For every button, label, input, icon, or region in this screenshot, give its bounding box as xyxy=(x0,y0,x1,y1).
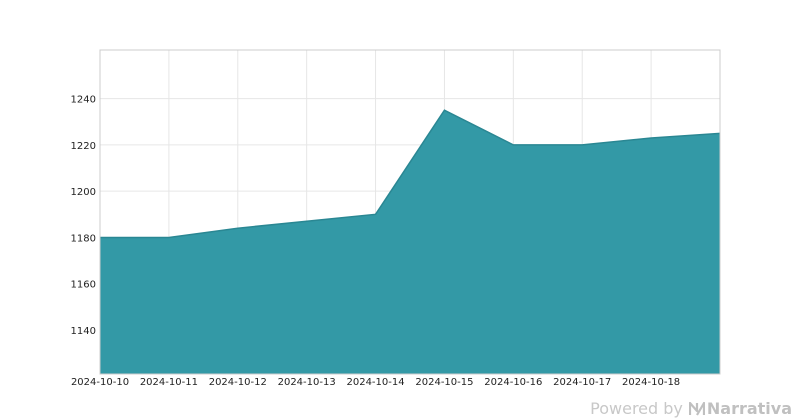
x-tick-label: 2024-10-13 xyxy=(278,377,336,388)
y-tick-label: 1160 xyxy=(71,280,96,291)
y-tick-label: 1180 xyxy=(71,233,96,244)
x-tick-label: 2024-10-10 xyxy=(71,377,129,388)
narrativa-logo-icon xyxy=(688,401,705,416)
y-axis: 1140 1160 1180 1200 1220 1240 xyxy=(71,95,96,337)
y-tick-label: 1240 xyxy=(71,95,96,106)
x-tick-label: 2024-10-18 xyxy=(622,377,680,388)
x-tick-label: 2024-10-12 xyxy=(209,377,267,388)
x-tick-label: 2024-10-17 xyxy=(553,377,611,388)
x-tick-label: 2024-10-16 xyxy=(484,377,542,388)
x-tick-label: 2024-10-11 xyxy=(140,377,198,388)
footer: Powered by Narrativa xyxy=(590,399,792,418)
area-line xyxy=(100,109,721,239)
x-tick-label: 2024-10-14 xyxy=(346,377,404,388)
y-tick-label: 1140 xyxy=(71,326,96,337)
brand: Narrativa xyxy=(688,399,792,418)
x-axis: 2024-10-10 2024-10-11 2024-10-12 2024-10-13… xyxy=(71,377,680,388)
area-fill xyxy=(100,110,720,375)
powered-by-text: Powered by xyxy=(590,399,683,418)
y-tick-label: 1220 xyxy=(71,141,96,152)
y-tick-label: 1200 xyxy=(71,187,96,198)
x-tick-label: 2024-10-15 xyxy=(415,377,473,388)
brand-name: Narrativa xyxy=(706,399,792,418)
area-series xyxy=(100,109,721,375)
plot-frame xyxy=(99,49,721,375)
